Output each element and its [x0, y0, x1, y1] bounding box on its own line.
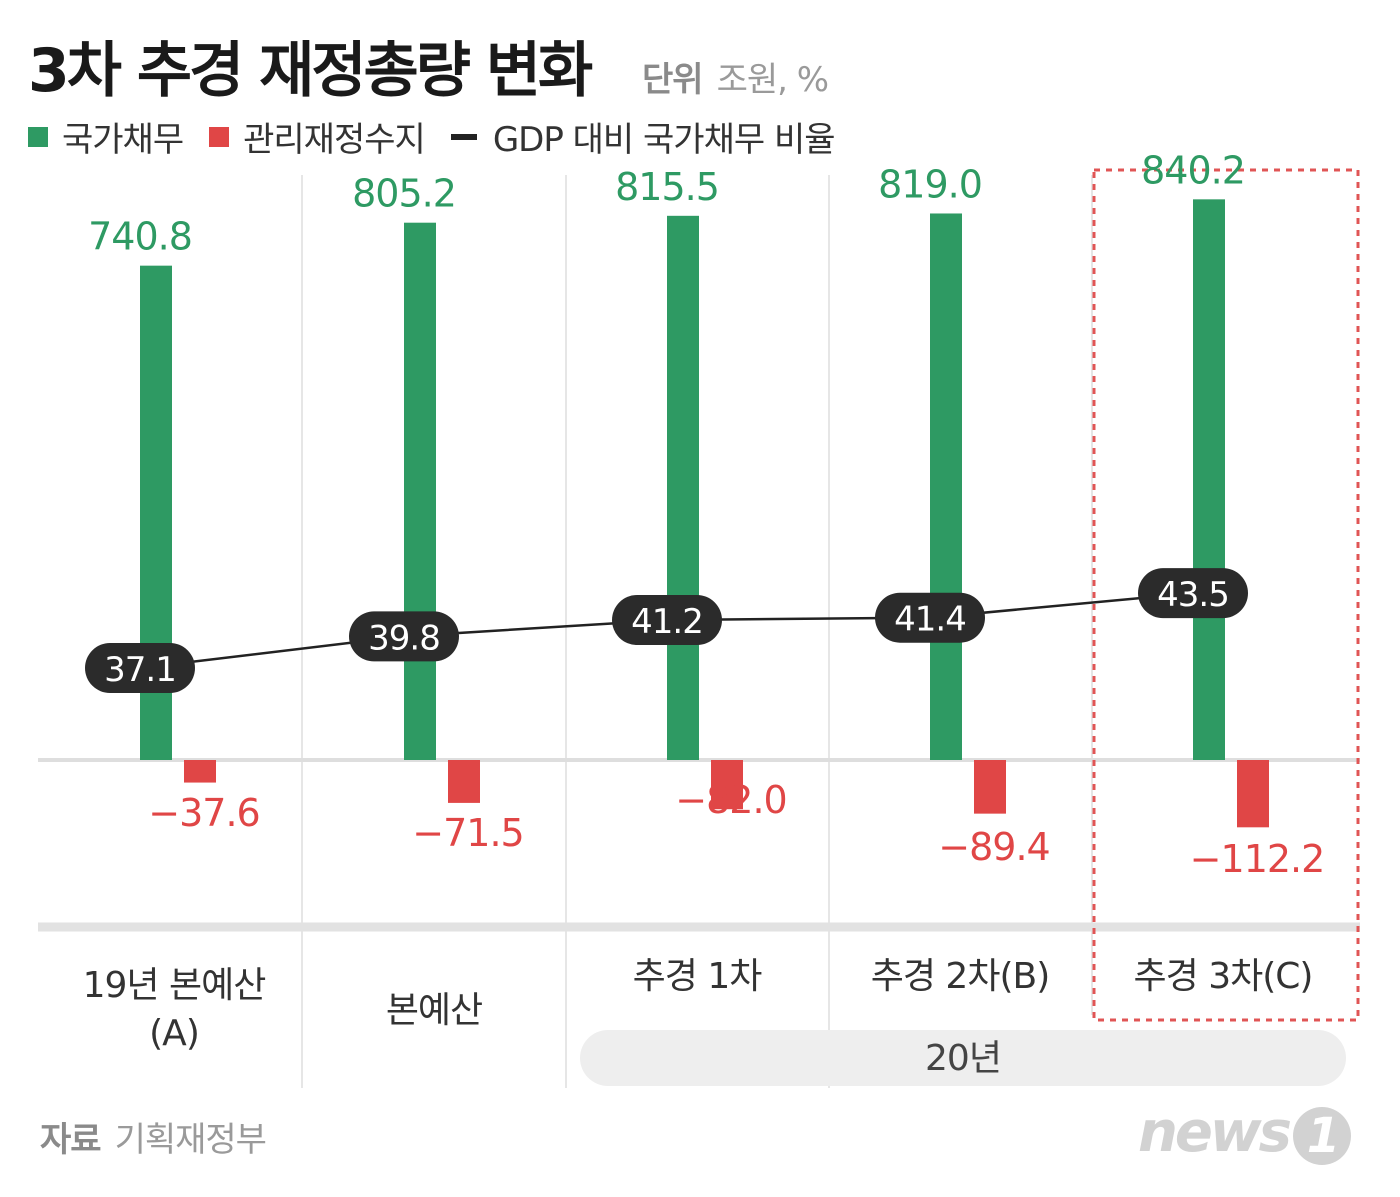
logo-text: news [1138, 1100, 1292, 1165]
debt-value-label: 805.2 [352, 172, 456, 216]
debt-value-label: 819.0 [878, 162, 982, 206]
balance-bar [448, 760, 480, 803]
balance-value-label: −37.6 [148, 791, 259, 835]
category-label: 추경 1차 [633, 956, 763, 997]
balance-bar [974, 760, 1006, 814]
ratio-value-label: 43.5 [1157, 575, 1229, 615]
debt-value-label: 840.2 [1141, 148, 1245, 192]
source-value: 기획재정부 [114, 1120, 267, 1160]
category-label: 추경 2차(B) [871, 956, 1050, 997]
legend-item-debt: 국가채무 [28, 112, 184, 161]
legend-label-debt: 국가채무 [62, 120, 184, 160]
ratio-pill [1138, 568, 1248, 619]
highlight-box [1092, 168, 1360, 1022]
legend-swatch-ratio [450, 133, 477, 140]
debt-bar [404, 222, 436, 760]
debt-value-label: 740.8 [88, 215, 192, 259]
ratio-value-label: 39.8 [368, 618, 440, 658]
balance-value-label: −112.2 [1190, 837, 1325, 881]
category-label: 본예산 [386, 990, 482, 1031]
ratio-value-label: 41.2 [631, 602, 703, 642]
ratio-value-label: 41.4 [894, 600, 966, 640]
debt-value-label: 815.5 [615, 165, 719, 209]
legend-swatch-balance [209, 126, 230, 147]
balance-bar [184, 760, 216, 783]
balance-value-label: −71.5 [412, 811, 523, 855]
ratio-pill [612, 595, 722, 646]
balance-bar [711, 760, 743, 810]
source-label: 자료 [40, 1120, 102, 1160]
unit-value: 조원, % [716, 60, 829, 100]
debt-bar [667, 215, 699, 761]
ratio-value-label: 37.1 [104, 650, 176, 690]
ratio-pill [349, 611, 459, 662]
legend-swatch-debt [28, 126, 48, 147]
unit-label: 단위 [642, 60, 704, 100]
category-label: 19년 본예산 [83, 965, 266, 1006]
category-label: (A) [149, 1013, 199, 1054]
group-pill [580, 1030, 1346, 1086]
unit-note: 단위 조원, % [642, 52, 829, 101]
balance-bar [1237, 760, 1269, 828]
legend-label-ratio: GDP 대비 국가채무 비율 [492, 120, 836, 160]
balance-value-label: −82.0 [675, 778, 786, 822]
legend: 국가채무 관리재정수지 GDP 대비 국가채무 비율 [28, 112, 861, 161]
news1-logo: news 1 [1138, 1100, 1351, 1165]
chart-title: 3차 추경 재정총량 변화 [28, 36, 593, 106]
debt-bar [930, 213, 962, 760]
ratio-pill [875, 592, 985, 643]
legend-item-balance: 관리재정수지 [209, 112, 426, 161]
group-label: 20년 [925, 1038, 1001, 1079]
legend-item-ratio: GDP 대비 국가채무 비율 [450, 112, 836, 161]
category-label: 추경 3차(C) [1134, 956, 1313, 997]
debt-bar [1193, 199, 1225, 760]
logo-mark: 1 [1292, 1106, 1351, 1165]
balance-value-label: −89.4 [938, 825, 1049, 869]
source-note: 자료 기획재정부 [40, 1112, 267, 1161]
legend-label-balance: 관리재정수지 [243, 120, 426, 160]
ratio-pill [85, 643, 195, 693]
